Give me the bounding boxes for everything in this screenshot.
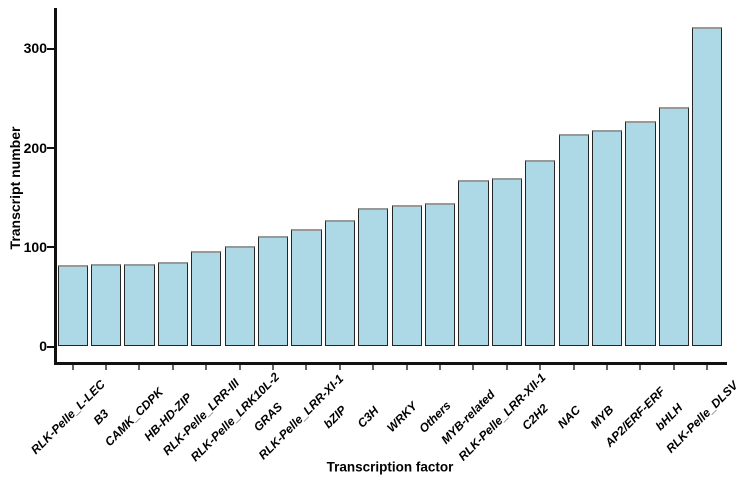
bar-rlk-pelle-dlsv [692, 27, 723, 347]
x-category-label: B3 [90, 406, 112, 428]
x-tick [105, 364, 108, 370]
bar-bzip [324, 219, 355, 347]
bar-rlk-pelle-lrr-iii [191, 251, 222, 347]
y-tick-label: 0 [39, 338, 47, 354]
x-tick [205, 364, 208, 370]
y-tick [47, 246, 54, 249]
bar-myb-related [458, 179, 489, 347]
x-category-label: WRKY [383, 399, 420, 435]
y-tick [47, 345, 54, 348]
bar-rlk-pelle-l-lec [57, 265, 88, 347]
x-tick [338, 364, 341, 370]
x-tick [505, 364, 508, 370]
bar-c3h [358, 207, 389, 347]
x-tick [539, 364, 542, 370]
bar-rlk-pelle-lrk10l-2 [224, 246, 255, 347]
x-tick [171, 364, 174, 370]
bar-rlk-pelle-lrr-xi-1 [291, 229, 322, 347]
y-axis-line [54, 8, 57, 365]
x-category-label: C3H [354, 403, 382, 431]
bar-ap2-erf-erf [625, 121, 656, 347]
x-tick [706, 364, 709, 370]
x-category-label: NAC [554, 402, 583, 432]
x-tick [405, 364, 408, 370]
x-tick [572, 364, 575, 370]
bar-camk-cdpk [124, 264, 155, 347]
x-tick [138, 364, 141, 370]
bar-nac [558, 134, 589, 347]
y-tick-label: 300 [23, 40, 47, 57]
x-category-label: C2H2 [519, 401, 552, 433]
x-tick [439, 364, 442, 370]
bar-others [424, 202, 456, 347]
bar-bhlh [658, 107, 689, 347]
bar-gras [257, 236, 289, 347]
x-category-label: bZIP [320, 402, 349, 432]
x-axis-title: Transcription factor [326, 459, 454, 475]
x-tick [238, 364, 241, 370]
x-tick [305, 364, 308, 370]
x-tick [606, 364, 609, 370]
bar-hb-hd-zip [157, 262, 188, 347]
x-tick [672, 364, 675, 370]
x-tick [639, 364, 642, 370]
y-tick [47, 47, 54, 50]
x-category-label: MYB [587, 402, 617, 432]
y-tick-label: 200 [23, 139, 47, 156]
bar-b3 [90, 264, 122, 347]
y-tick [47, 147, 54, 150]
x-tick [472, 364, 475, 370]
bar-c2h2 [525, 160, 556, 347]
bar-wrky [391, 204, 422, 347]
x-tick [71, 364, 74, 370]
x-tick [372, 364, 375, 370]
y-tick-label: 100 [23, 238, 47, 255]
x-tick [272, 364, 275, 370]
x-axis-line [54, 362, 727, 365]
bar-rlk-pelle-lrr-xii-1 [491, 177, 522, 347]
bar-myb [591, 130, 623, 347]
